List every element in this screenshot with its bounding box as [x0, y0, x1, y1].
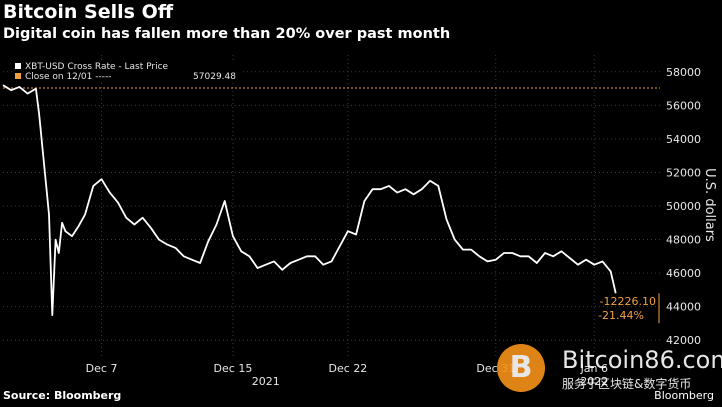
watermark-bitcoin-icon: B: [497, 344, 545, 392]
legend-series-label: XBT-USD Cross Rate - Last Price: [25, 62, 169, 72]
watermark-tagline: 服务于区块链&数字货币: [562, 377, 692, 391]
chart-subtitle: Digital coin has fallen more than 20% ov…: [3, 26, 451, 42]
y-tick-label: 46000: [666, 267, 701, 280]
watermark-name: Bitcoin86.com: [562, 346, 722, 374]
chart-title: Bitcoin Sells Off: [3, 1, 174, 23]
change-value-label: -12226.10: [600, 295, 656, 308]
y-tick-label: 48000: [666, 234, 701, 247]
x-tick-label: Dec 7: [86, 362, 118, 375]
legend-box: [12, 61, 242, 81]
legend-swatch-close: [15, 73, 21, 79]
x-year-label: 2021: [252, 375, 280, 388]
change-percent-label: -21.44%: [598, 309, 644, 322]
y-axis-ticks: 42000 44000 46000 48000 50000 52000 54000 56000…: [666, 66, 701, 347]
y-tick-label: 56000: [666, 99, 701, 112]
y-tick-label: 42000: [666, 334, 701, 347]
x-tick-label: Dec 15: [214, 362, 253, 375]
legend-close-label: Close on 12/01 -----: [25, 72, 111, 82]
watermark-symbol: B: [509, 350, 533, 385]
x-tick-label: Dec 22: [329, 362, 368, 375]
chart-grid: [3, 55, 660, 357]
y-tick-label: 50000: [666, 200, 701, 213]
legend-close-value: 57029.48: [193, 72, 236, 82]
series-line-xbt-usd: [2, 84, 617, 317]
y-tick-label: 52000: [666, 166, 701, 179]
legend-swatch-series: [15, 63, 21, 69]
y-axis-label: U.S. dollars: [702, 168, 717, 242]
source-note: Source: Bloomberg: [3, 389, 122, 402]
y-tick-label: 58000: [666, 66, 701, 79]
y-tick-label: 54000: [666, 133, 701, 146]
y-tick-label: 44000: [666, 301, 701, 314]
x-tick-label: Jan 6: [580, 362, 608, 375]
brand-logo: Bloomberg: [654, 389, 714, 402]
x-year-label: 2022: [580, 375, 608, 388]
